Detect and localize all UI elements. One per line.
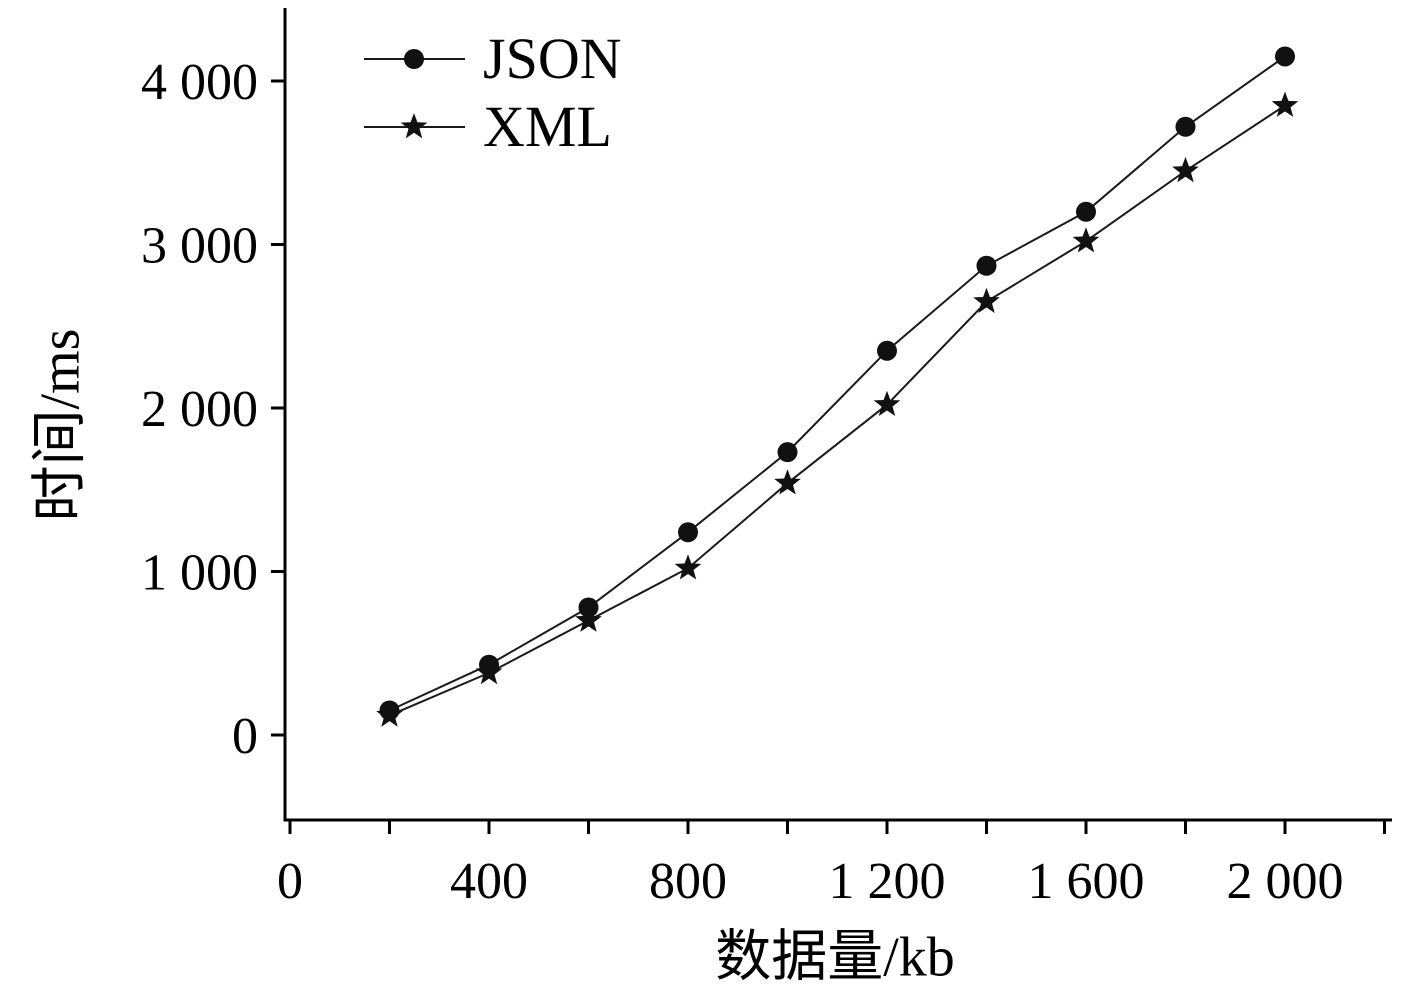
data-point-json bbox=[877, 340, 897, 361]
series-line-json bbox=[389, 55, 1286, 712]
x-tick-label: 800 bbox=[649, 853, 727, 910]
data-point-xml bbox=[475, 658, 503, 685]
y-tick-label: 3 000 bbox=[141, 218, 258, 275]
legend-item-json: JSON bbox=[362, 30, 622, 88]
legend-label-json: JSON bbox=[483, 26, 622, 91]
y-tick-label: 4 000 bbox=[141, 54, 258, 111]
xml-star-marker-icon bbox=[364, 113, 465, 139]
series-line-xml bbox=[389, 104, 1286, 717]
y-tick-label: 2 000 bbox=[141, 381, 258, 438]
data-point-json bbox=[1076, 201, 1096, 222]
data-point-json bbox=[1275, 46, 1295, 67]
legend-item-xml: XML bbox=[362, 98, 622, 156]
axes-spines bbox=[283, 8, 1392, 822]
x-axis-label: 数据量/kb bbox=[715, 926, 955, 989]
x-tick-label: 2 000 bbox=[1227, 853, 1344, 910]
data-point-json bbox=[976, 255, 997, 276]
y-axis-label: 时间/ms bbox=[29, 328, 92, 522]
data-point-xml bbox=[674, 554, 702, 580]
x-tick-label: 400 bbox=[450, 853, 528, 910]
data-point-xml bbox=[1172, 156, 1199, 183]
data-point-json bbox=[777, 442, 798, 463]
data-point-xml bbox=[973, 287, 1000, 314]
json-circle-marker-icon bbox=[364, 49, 465, 69]
x-tick-label: 0 bbox=[277, 853, 303, 910]
legend-label-xml: XML bbox=[483, 94, 612, 159]
data-point-json bbox=[678, 522, 698, 543]
data-point-xml bbox=[575, 606, 602, 632]
x-tick-label: 1 600 bbox=[1028, 853, 1145, 910]
data-point-xml bbox=[1271, 91, 1299, 117]
data-point-json bbox=[1175, 116, 1196, 137]
data-point-xml bbox=[774, 469, 801, 495]
data-point-xml bbox=[376, 701, 403, 727]
data-point-xml bbox=[873, 390, 901, 417]
y-tick-label: 0 bbox=[232, 708, 258, 765]
y-tick-label: 1 000 bbox=[141, 545, 258, 602]
data-point-xml bbox=[1072, 227, 1100, 253]
x-tick-label: 1 200 bbox=[829, 853, 946, 910]
legend: JSON XML bbox=[362, 30, 622, 156]
